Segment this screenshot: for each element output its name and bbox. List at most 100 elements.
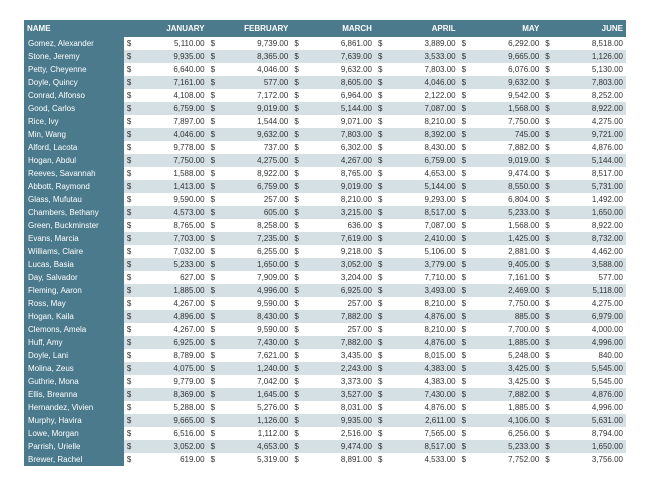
value-cell: $4,275.00	[208, 154, 292, 167]
value-cell: $7,803.00	[291, 128, 375, 141]
table-row: Reeves, Savannah$1,588.00$8,922.00$8,765…	[24, 167, 626, 180]
value-cell: $257.00	[291, 323, 375, 336]
table-row: Williams, Claire$7,032.00$6,255.00$9,218…	[24, 245, 626, 258]
value-cell: $7,161.00	[124, 76, 208, 89]
value-cell: $9,542.00	[459, 89, 543, 102]
value-cell: $1,568.00	[459, 102, 543, 115]
value-cell: $885.00	[459, 310, 543, 323]
value-cell: $3,493.00	[375, 284, 459, 297]
value-cell: $8,922.00	[542, 219, 626, 232]
value-cell: $8,605.00	[291, 76, 375, 89]
value-cell: $619.00	[124, 453, 208, 466]
name-cell: Fleming, Aaron	[24, 284, 124, 297]
value-cell: $2,611.00	[375, 414, 459, 427]
value-cell: $4,075.00	[124, 362, 208, 375]
value-cell: $257.00	[208, 193, 292, 206]
value-cell: $840.00	[542, 349, 626, 362]
table-row: Lucas, Basia$5,233.00$1,650.00$3,052.00$…	[24, 258, 626, 271]
value-cell: $3,588.00	[542, 258, 626, 271]
name-cell: Gomez, Alexander	[24, 37, 124, 50]
value-cell: $6,925.00	[124, 336, 208, 349]
value-cell: $9,632.00	[208, 128, 292, 141]
value-cell: $6,516.00	[124, 427, 208, 440]
value-cell: $3,756.00	[542, 453, 626, 466]
value-cell: $9,779.00	[124, 375, 208, 388]
name-cell: Lucas, Basia	[24, 258, 124, 271]
col-apr: APRIL	[375, 20, 459, 37]
value-cell: $5,631.00	[542, 414, 626, 427]
value-cell: $4,267.00	[124, 323, 208, 336]
value-cell: $7,430.00	[375, 388, 459, 401]
value-cell: $577.00	[542, 271, 626, 284]
value-cell: $9,935.00	[124, 50, 208, 63]
value-cell: $7,087.00	[375, 219, 459, 232]
value-cell: $1,588.00	[124, 167, 208, 180]
value-cell: $5,233.00	[459, 206, 543, 219]
value-cell: $5,110.00	[124, 37, 208, 50]
value-cell: $4,383.00	[375, 375, 459, 388]
value-cell: $9,632.00	[291, 63, 375, 76]
value-cell: $8,031.00	[291, 401, 375, 414]
table-row: Green, Buckminster$8,765.00$8,258.00$636…	[24, 219, 626, 232]
value-cell: $1,126.00	[208, 414, 292, 427]
value-cell: $7,882.00	[459, 388, 543, 401]
value-cell: $9,590.00	[124, 193, 208, 206]
name-cell: Petty, Cheyenne	[24, 63, 124, 76]
table-row: Abbott, Raymond$1,413.00$6,759.00$9,019.…	[24, 180, 626, 193]
value-cell: $9,632.00	[459, 76, 543, 89]
value-cell: $7,161.00	[459, 271, 543, 284]
value-cell: $4,533.00	[375, 453, 459, 466]
value-cell: $4,046.00	[124, 128, 208, 141]
value-cell: $7,700.00	[459, 323, 543, 336]
value-cell: $7,882.00	[291, 310, 375, 323]
table-row: Conrad, Alfonso$4,108.00$7,172.00$6,964.…	[24, 89, 626, 102]
value-cell: $3,215.00	[291, 206, 375, 219]
value-cell: $3,204.00	[291, 271, 375, 284]
table-row: Doyle, Lani$8,789.00$7,621.00$3,435.00$8…	[24, 349, 626, 362]
table-row: Evans, Marcia$7,703.00$7,235.00$7,619.00…	[24, 232, 626, 245]
value-cell: $577.00	[208, 76, 292, 89]
value-cell: $7,621.00	[208, 349, 292, 362]
table-row: Murphy, Havira$9,665.00$1,126.00$9,935.0…	[24, 414, 626, 427]
value-cell: $4,876.00	[542, 141, 626, 154]
value-cell: $8,517.00	[542, 167, 626, 180]
table-row: Day, Salvador$627.00$7,909.00$3,204.00$7…	[24, 271, 626, 284]
value-cell: $8,210.00	[375, 297, 459, 310]
table-body: Gomez, Alexander$5,110.00$9,739.00$6,861…	[24, 37, 626, 466]
name-cell: Alford, Lacota	[24, 141, 124, 154]
value-cell: $5,118.00	[542, 284, 626, 297]
value-cell: $1,885.00	[459, 336, 543, 349]
name-cell: Molina, Zeus	[24, 362, 124, 375]
name-cell: Doyle, Lani	[24, 349, 124, 362]
value-cell: $7,032.00	[124, 245, 208, 258]
value-cell: $7,710.00	[375, 271, 459, 284]
value-cell: $5,248.00	[459, 349, 543, 362]
value-cell: $3,373.00	[291, 375, 375, 388]
value-cell: $9,405.00	[459, 258, 543, 271]
value-cell: $2,881.00	[459, 245, 543, 258]
name-cell: Min, Wang	[24, 128, 124, 141]
value-cell: $9,019.00	[459, 154, 543, 167]
value-cell: $6,640.00	[124, 63, 208, 76]
value-cell: $7,750.00	[124, 154, 208, 167]
name-cell: Doyle, Quincy	[24, 76, 124, 89]
value-cell: $7,882.00	[459, 141, 543, 154]
value-cell: $9,293.00	[375, 193, 459, 206]
value-cell: $6,076.00	[459, 63, 543, 76]
value-cell: $4,275.00	[542, 297, 626, 310]
value-cell: $8,430.00	[375, 141, 459, 154]
value-cell: $4,383.00	[375, 362, 459, 375]
value-cell: $1,885.00	[124, 284, 208, 297]
value-cell: $8,430.00	[208, 310, 292, 323]
col-jan: JANUARY	[124, 20, 208, 37]
value-cell: $8,794.00	[542, 427, 626, 440]
value-cell: $4,876.00	[375, 336, 459, 349]
value-cell: $8,210.00	[291, 193, 375, 206]
table-row: Parrish, Urielle$3,052.00$4,653.00$9,474…	[24, 440, 626, 453]
value-cell: $4,462.00	[542, 245, 626, 258]
value-cell: $1,650.00	[542, 206, 626, 219]
value-cell: $8,365.00	[208, 50, 292, 63]
table-row: Molina, Zeus$4,075.00$1,240.00$2,243.00$…	[24, 362, 626, 375]
value-cell: $7,803.00	[375, 63, 459, 76]
value-cell: $9,474.00	[459, 167, 543, 180]
